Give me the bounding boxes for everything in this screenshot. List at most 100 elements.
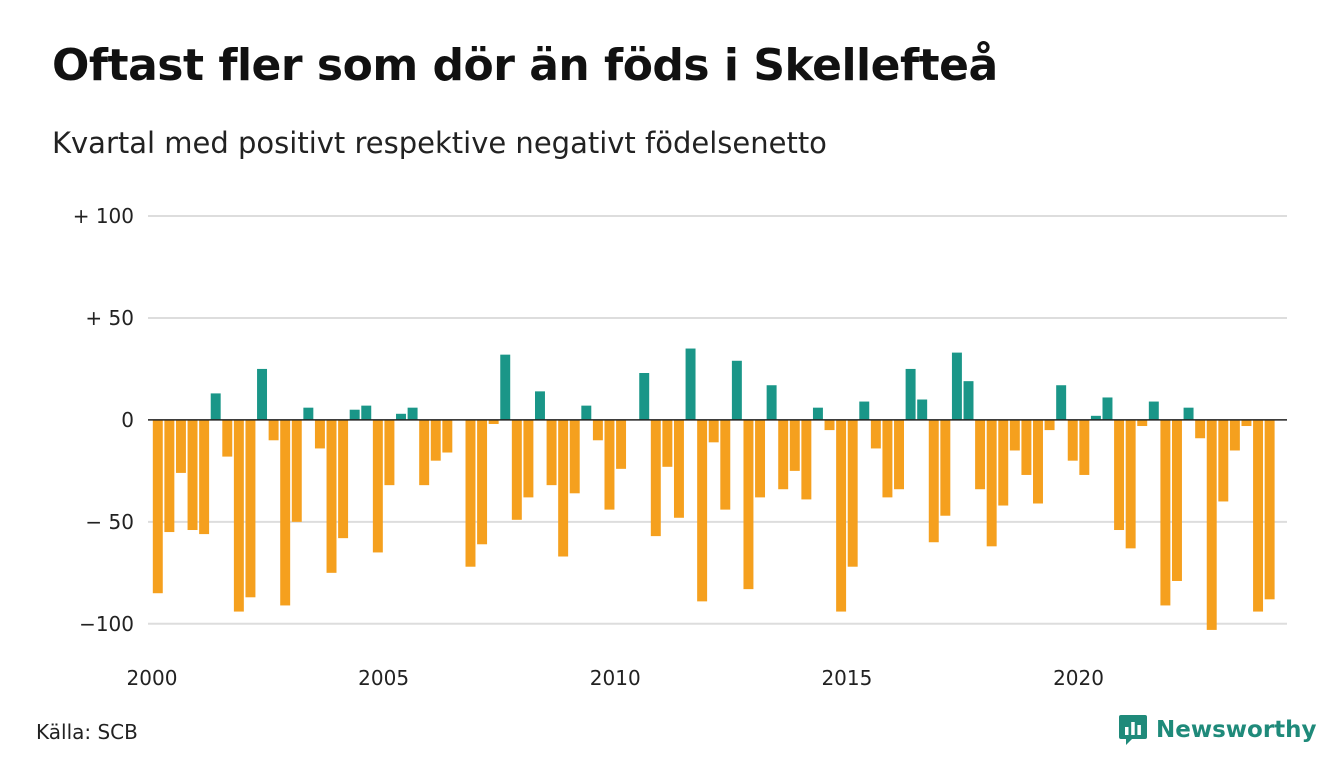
bar [1206, 419, 1217, 630]
y-tick-label: −100 [79, 612, 134, 636]
bar [905, 368, 916, 420]
bar [592, 419, 603, 441]
bar [673, 419, 684, 518]
bar [152, 419, 163, 594]
bar [245, 419, 256, 598]
bar [199, 419, 210, 535]
brand-name: Newsworthy [1156, 717, 1317, 743]
bar [928, 419, 939, 543]
x-tick-label: 2020 [1053, 666, 1104, 690]
bar [1125, 419, 1136, 549]
bar [1183, 407, 1194, 420]
bar [535, 391, 545, 420]
bar [766, 385, 777, 420]
bar [697, 419, 708, 602]
bar [523, 419, 534, 498]
bar [396, 413, 406, 420]
bar [1114, 419, 1125, 531]
bar [1009, 419, 1020, 451]
bar [222, 419, 233, 457]
x-axis-ticks: 2000 2005 2010 2015 2020 [127, 666, 1104, 690]
bar [581, 405, 592, 420]
bar [442, 419, 453, 453]
bar [894, 419, 904, 490]
bar [465, 419, 476, 567]
bar [720, 419, 731, 510]
bar [303, 407, 314, 420]
bar [477, 419, 488, 545]
bar [963, 381, 974, 420]
bar [836, 419, 847, 612]
chart-subtitle: Kvartal med positivt respektive negativt… [52, 126, 827, 160]
x-tick-label: 2005 [358, 666, 409, 690]
bars [152, 348, 1275, 630]
bar [187, 419, 198, 531]
bar [708, 419, 719, 443]
bar [1229, 419, 1240, 451]
gridlines [148, 215, 1287, 625]
x-tick-label: 2010 [590, 666, 641, 690]
bar [650, 419, 661, 537]
bar [233, 419, 244, 612]
bar [755, 419, 766, 498]
bar [1241, 419, 1252, 427]
bar [662, 419, 673, 467]
bar [268, 419, 279, 441]
bar [372, 419, 383, 553]
y-tick-label: − 50 [85, 510, 134, 534]
bar [1044, 419, 1055, 431]
bar [280, 419, 291, 606]
bar [500, 354, 511, 420]
bar [1253, 419, 1264, 612]
bar [1021, 419, 1032, 475]
bar [975, 419, 986, 490]
bar [361, 405, 372, 420]
bar [940, 419, 951, 516]
bar [558, 419, 569, 557]
bar [604, 419, 615, 510]
y-tick-label: + 50 [85, 306, 134, 330]
bar [384, 419, 395, 486]
bar [511, 419, 522, 520]
bar [1148, 401, 1159, 420]
bar [870, 419, 881, 449]
bar [639, 373, 650, 420]
bar [257, 368, 268, 420]
brand: Newsworthy [1118, 713, 1317, 747]
bar [349, 409, 360, 420]
bar [1264, 419, 1275, 600]
y-tick-label: + 100 [73, 204, 134, 228]
bar [824, 419, 835, 431]
y-tick-label: 0 [121, 408, 134, 432]
bar [326, 419, 337, 573]
bar [1218, 419, 1229, 502]
bar [789, 419, 800, 471]
bar [407, 407, 418, 420]
bar [569, 419, 580, 494]
bar [1137, 419, 1148, 427]
bar [801, 419, 812, 500]
bar [488, 419, 499, 424]
bar [731, 360, 742, 420]
bar [164, 419, 175, 533]
bar [338, 419, 349, 539]
bar [291, 419, 302, 522]
bar [430, 419, 441, 461]
bar [210, 393, 221, 420]
bar [998, 419, 1009, 506]
newsworthy-logo-icon [1119, 715, 1147, 745]
bar [778, 419, 789, 490]
bar [175, 419, 186, 473]
bar [812, 407, 823, 420]
bar [419, 419, 430, 486]
x-tick-label: 2015 [821, 666, 872, 690]
bar [616, 419, 627, 469]
chart-title: Oftast fler som dör än föds i Skellefteå [52, 40, 998, 91]
bar [986, 419, 997, 547]
bar [1067, 419, 1078, 461]
bar [1195, 419, 1206, 439]
y-axis-ticks: + 100 + 50 0 − 50 −100 [73, 204, 134, 636]
bar [1090, 415, 1101, 420]
bar [951, 352, 962, 420]
